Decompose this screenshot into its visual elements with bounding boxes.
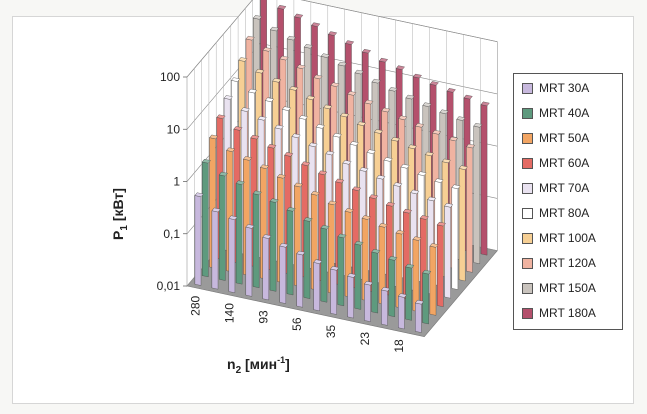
legend-swatch [522, 82, 533, 94]
y-axis-title: P1 [кВт] [110, 188, 130, 240]
bar-mrt-40a-3 [235, 180, 245, 285]
bar-mrt-50a-14 [429, 242, 439, 316]
y-tick-label: 10 [167, 122, 181, 136]
x-tick-label: 35 [324, 324, 338, 338]
bar-mrt-30a-12 [381, 286, 391, 326]
legend-item: MRT 50A [522, 129, 589, 147]
bar-mrt-40a-4 [252, 190, 262, 289]
bar-mrt-40a-12 [388, 255, 398, 318]
legend-item: MRT 120A [522, 254, 596, 272]
legend-label: MRT 120A [539, 256, 596, 270]
legend-label: MRT 40A [539, 106, 590, 120]
legend-item: MRT 60A [522, 154, 589, 172]
bar-mrt-40a-14 [422, 269, 432, 325]
x-tick-label: 18 [392, 339, 406, 353]
bar-mrt-120a-14 [466, 143, 476, 273]
x-axis-title-end: ] [285, 356, 290, 372]
bar-mrt-100a-10 [390, 136, 401, 267]
chart-ticks: 0,01 0,1 1 10 100 280 140 93 56 35 23 18 [157, 70, 406, 353]
bar-mrt-70a-14 [444, 202, 454, 299]
bar-mrt-30a-11 [364, 280, 374, 322]
y-axis-title-sub: 1 [119, 225, 130, 231]
legend-item: MRT 70A [522, 179, 589, 197]
legend-label: MRT 150A [539, 281, 596, 295]
x-tick-label: 140 [222, 303, 236, 323]
legend-label: MRT 180A [539, 306, 596, 320]
bar-mrt-40a-6 [286, 206, 296, 296]
legend-label: MRT 80A [539, 206, 590, 220]
legend-swatch [522, 232, 533, 244]
y-tick-label: 0,01 [157, 279, 181, 293]
legend-item: MRT 100A [522, 229, 596, 247]
bar-mrt-50a-13 [412, 236, 422, 313]
bar-mrt-50a-10 [361, 215, 371, 302]
legend-label: MRT 50A [539, 131, 590, 145]
bar-mrt-40a-11 [371, 248, 381, 314]
y-gridline [186, 0, 498, 78]
legend-swatch [522, 157, 533, 169]
y-axis-title-main: P [110, 231, 126, 240]
y-tick-label: 100 [160, 70, 180, 84]
bar-mrt-40a-1 [201, 158, 211, 278]
chart-legend: MRT 30A MRT 40A MRT 50A MRT 60A MRT 70A MRT 8… [513, 73, 623, 330]
x-tick-label: 56 [290, 317, 304, 331]
legend-swatch [522, 132, 533, 144]
x-tick-label: 23 [358, 332, 372, 346]
legend-swatch [522, 207, 533, 219]
legend-item: MRT 180A [522, 304, 596, 322]
bar-mrt-80a-14 [451, 184, 461, 290]
legend-swatch [522, 107, 533, 119]
bar-mrt-100a-14 [458, 165, 468, 282]
bar-mrt-30a-7 [296, 250, 306, 308]
legend-item: MRT 80A [522, 204, 589, 222]
bar-mrt-30a-2 [211, 207, 221, 290]
x-axis-title: n2 [мин-1] [227, 355, 290, 376]
legend-swatch [522, 257, 533, 269]
bar-mrt-180a-14 [480, 101, 490, 256]
bar-mrt-40a-2 [218, 171, 228, 281]
y-tick-label: 1 [173, 175, 180, 189]
bar-mrt-40a-13 [405, 263, 415, 321]
bar-mrt-40a-8 [320, 224, 330, 303]
x-axis-title-sup: -1 [277, 355, 285, 365]
bar-mrt-30a-5 [262, 234, 272, 301]
bar-mrt-30a-10 [347, 272, 357, 319]
x-tick-label: 93 [256, 310, 270, 324]
x-tick-label: 280 [189, 295, 203, 315]
bar-mrt-40a-5 [269, 198, 279, 292]
x-axis-title-main: n [227, 356, 236, 372]
bar-mrt-40a-10 [354, 240, 364, 310]
bar-mrt-30a-9 [330, 265, 340, 315]
bar-mrt-150a-14 [473, 122, 483, 265]
y-axis-title-unit: [кВт] [110, 188, 126, 225]
legend-label: MRT 70A [539, 181, 590, 195]
chart-bars [194, 0, 490, 333]
legend-label: MRT 100A [539, 231, 596, 245]
legend-label: MRT 30A [539, 81, 590, 95]
bar-mrt-40a-9 [337, 233, 347, 307]
legend-swatch [522, 282, 533, 294]
y-tick-label: 0,1 [163, 227, 180, 241]
legend-swatch [522, 182, 533, 194]
bar-mrt-30a-13 [397, 293, 408, 330]
legend-swatch [522, 307, 533, 319]
bar-mrt-60a-14 [436, 221, 446, 308]
bar-mrt-50a-8 [327, 200, 337, 294]
legend-item: MRT 30A [522, 79, 589, 97]
bar-mrt-30a-6 [279, 242, 289, 304]
legend-label: MRT 60A [539, 156, 590, 170]
bar-mrt-30a-3 [228, 215, 238, 294]
bar-mrt-30a-1 [194, 192, 204, 286]
bar-mrt-30a-8 [313, 259, 323, 312]
legend-item: MRT 40A [522, 104, 589, 122]
legend-item: MRT 150A [522, 279, 596, 297]
svg-text:P1 [кВт]: P1 [кВт] [110, 188, 130, 240]
x-axis-title-sub: 2 [236, 365, 242, 376]
bar-mrt-40a-7 [303, 216, 313, 299]
bar-mrt-30a-14 [414, 299, 425, 333]
x-axis-title-unit: [мин [241, 356, 277, 372]
bar-mrt-30a-4 [245, 223, 255, 297]
